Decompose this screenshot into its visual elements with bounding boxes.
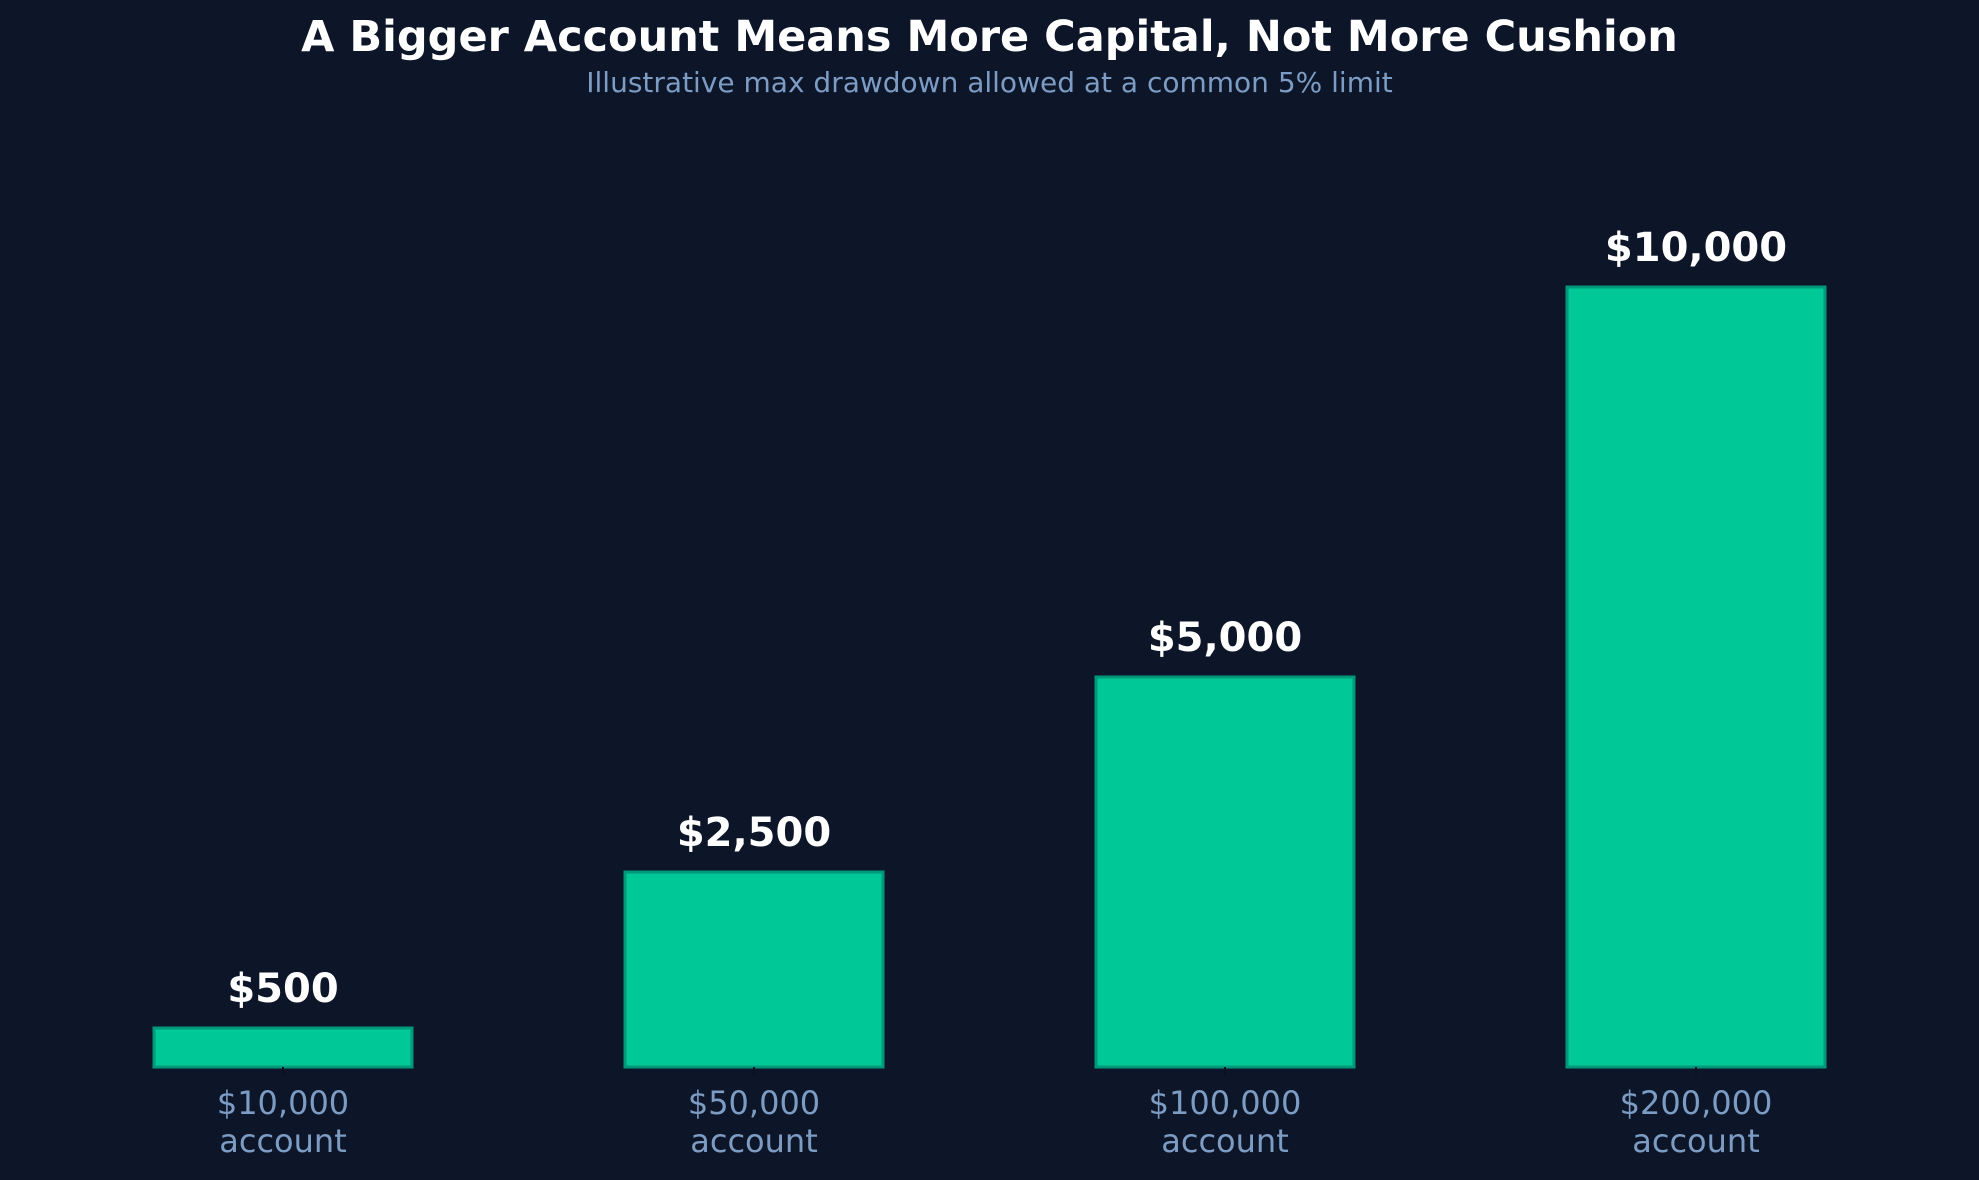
bar-1	[623, 870, 885, 1069]
value-label-0: $500	[227, 966, 338, 1012]
x-tick-label-0: $10,000 account	[217, 1084, 349, 1160]
chart-title: A Bigger Account Means More Capital, Not…	[301, 12, 1678, 62]
x-tick-label-3: $200,000 account	[1620, 1084, 1773, 1160]
x-tick-label-line: $10,000	[217, 1084, 349, 1122]
chart-subtitle: Illustrative max drawdown allowed at a c…	[586, 66, 1393, 99]
value-label-1: $2,500	[677, 810, 831, 856]
x-tick-label-line: $200,000	[1620, 1084, 1773, 1122]
bar-3	[1565, 285, 1827, 1069]
value-label-2: $5,000	[1148, 615, 1302, 661]
x-tick-label-line: account	[690, 1122, 817, 1160]
bar-2	[1094, 675, 1356, 1069]
bar-0	[152, 1026, 414, 1069]
value-label-3: $10,000	[1605, 225, 1787, 271]
x-tick-label-2: $100,000 account	[1149, 1084, 1302, 1160]
x-tick-label-line: $100,000	[1149, 1084, 1302, 1122]
x-tick-label-1: $50,000 account	[688, 1084, 820, 1160]
x-tick-label-line: account	[1632, 1122, 1759, 1160]
x-tick-label-line: account	[1161, 1122, 1288, 1160]
x-tick-label-line: account	[219, 1122, 346, 1160]
x-tick-label-line: $50,000	[688, 1084, 820, 1122]
